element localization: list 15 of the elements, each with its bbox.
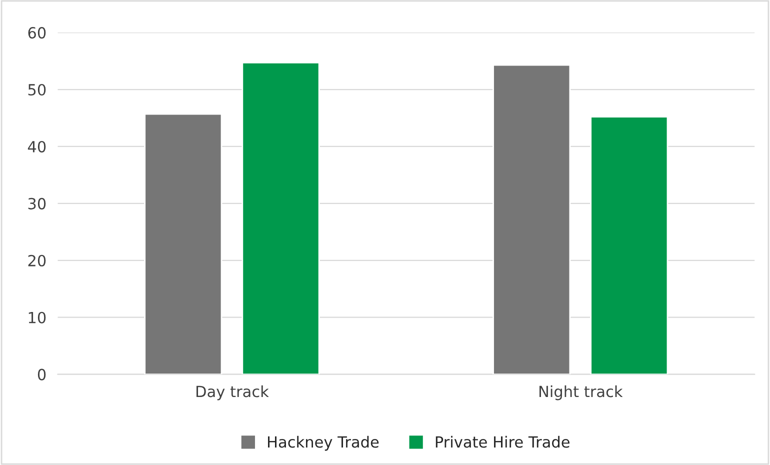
y-tick-label: 40 bbox=[28, 140, 46, 152]
legend-label: Hackney Trade bbox=[268, 436, 379, 451]
y-tick-label: 50 bbox=[28, 84, 46, 96]
bar bbox=[492, 64, 571, 374]
y-tick-label: 60 bbox=[28, 27, 46, 39]
y-tick-label: 20 bbox=[28, 254, 46, 266]
x-tick-label: Night track bbox=[539, 385, 623, 400]
y-tick-label: 0 bbox=[38, 368, 46, 380]
y-tick-label: 10 bbox=[28, 312, 46, 324]
legend-label: Private Hire Trade bbox=[436, 436, 570, 448]
y-tick-label: 30 bbox=[28, 198, 46, 210]
bar bbox=[144, 113, 222, 374]
bar bbox=[590, 116, 668, 374]
bar bbox=[242, 62, 320, 374]
x-tick-label: Day track bbox=[196, 385, 269, 400]
